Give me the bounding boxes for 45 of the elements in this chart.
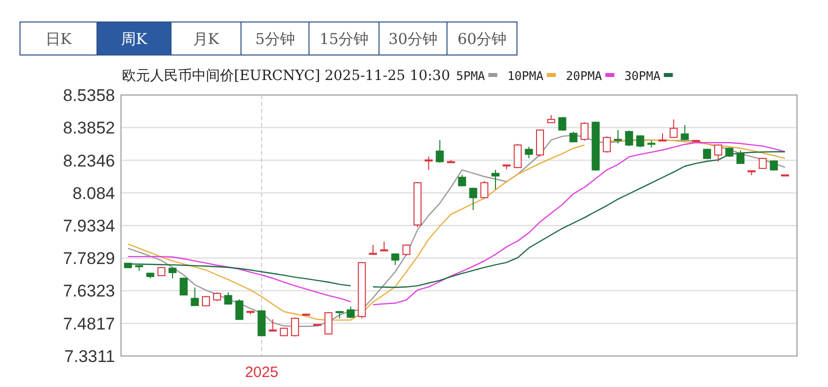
candlestick [614,130,622,144]
candlestick [168,267,177,279]
y-tick-label: 8.5358 [63,86,115,105]
period-tabs: 日K 周K 月K 5分钟 15分钟 30分钟 60分钟 [20,22,518,56]
y-tick-label: 8.3852 [63,118,115,138]
candlestick [714,144,722,162]
legend-label: 5PMA [456,69,486,83]
candlestick [224,292,232,306]
y-tick-label: 7.6323 [63,282,115,301]
candlestick [180,277,188,296]
candlestick [268,318,277,332]
candlestick [436,140,444,164]
legend-label: 10PMA [507,69,544,83]
candlestick [190,287,199,306]
candlestick [469,187,478,210]
x-tick-label: 2025 [244,364,278,381]
candlestick [514,143,522,169]
y-tick-label: 7.3311 [64,347,115,366]
candlestick [602,136,611,154]
candlestick [580,122,589,142]
candlestick [346,306,355,319]
chart-title: 欧元人民币中间价[EURCNYC] 2025-11-25 10:30 [122,68,450,84]
candlestick [524,146,533,159]
legend-label: 20PMA [566,69,603,83]
y-tick-label: 7.9334 [63,216,115,236]
candlestick [324,312,332,336]
candlestick [424,156,433,170]
candlestick [736,150,744,164]
candlestick [625,130,634,147]
y-tick-label: 8.084 [72,184,115,203]
candlestick [235,298,244,320]
candlestick [202,296,210,307]
candlestick [670,118,678,139]
candlestick [558,116,566,132]
candlestick [569,131,578,143]
y-tick-label: 8.2346 [63,151,115,170]
candlestick [725,147,734,158]
candlestick [380,241,388,252]
candlestick [491,169,500,190]
y-tick-label: 7.4817 [63,314,115,334]
legend-label: 30PMA [624,69,662,83]
candlestick [480,180,488,200]
y-tick-label: 7.7829 [63,249,115,268]
candlestick [680,124,689,141]
candlestick [291,317,300,337]
